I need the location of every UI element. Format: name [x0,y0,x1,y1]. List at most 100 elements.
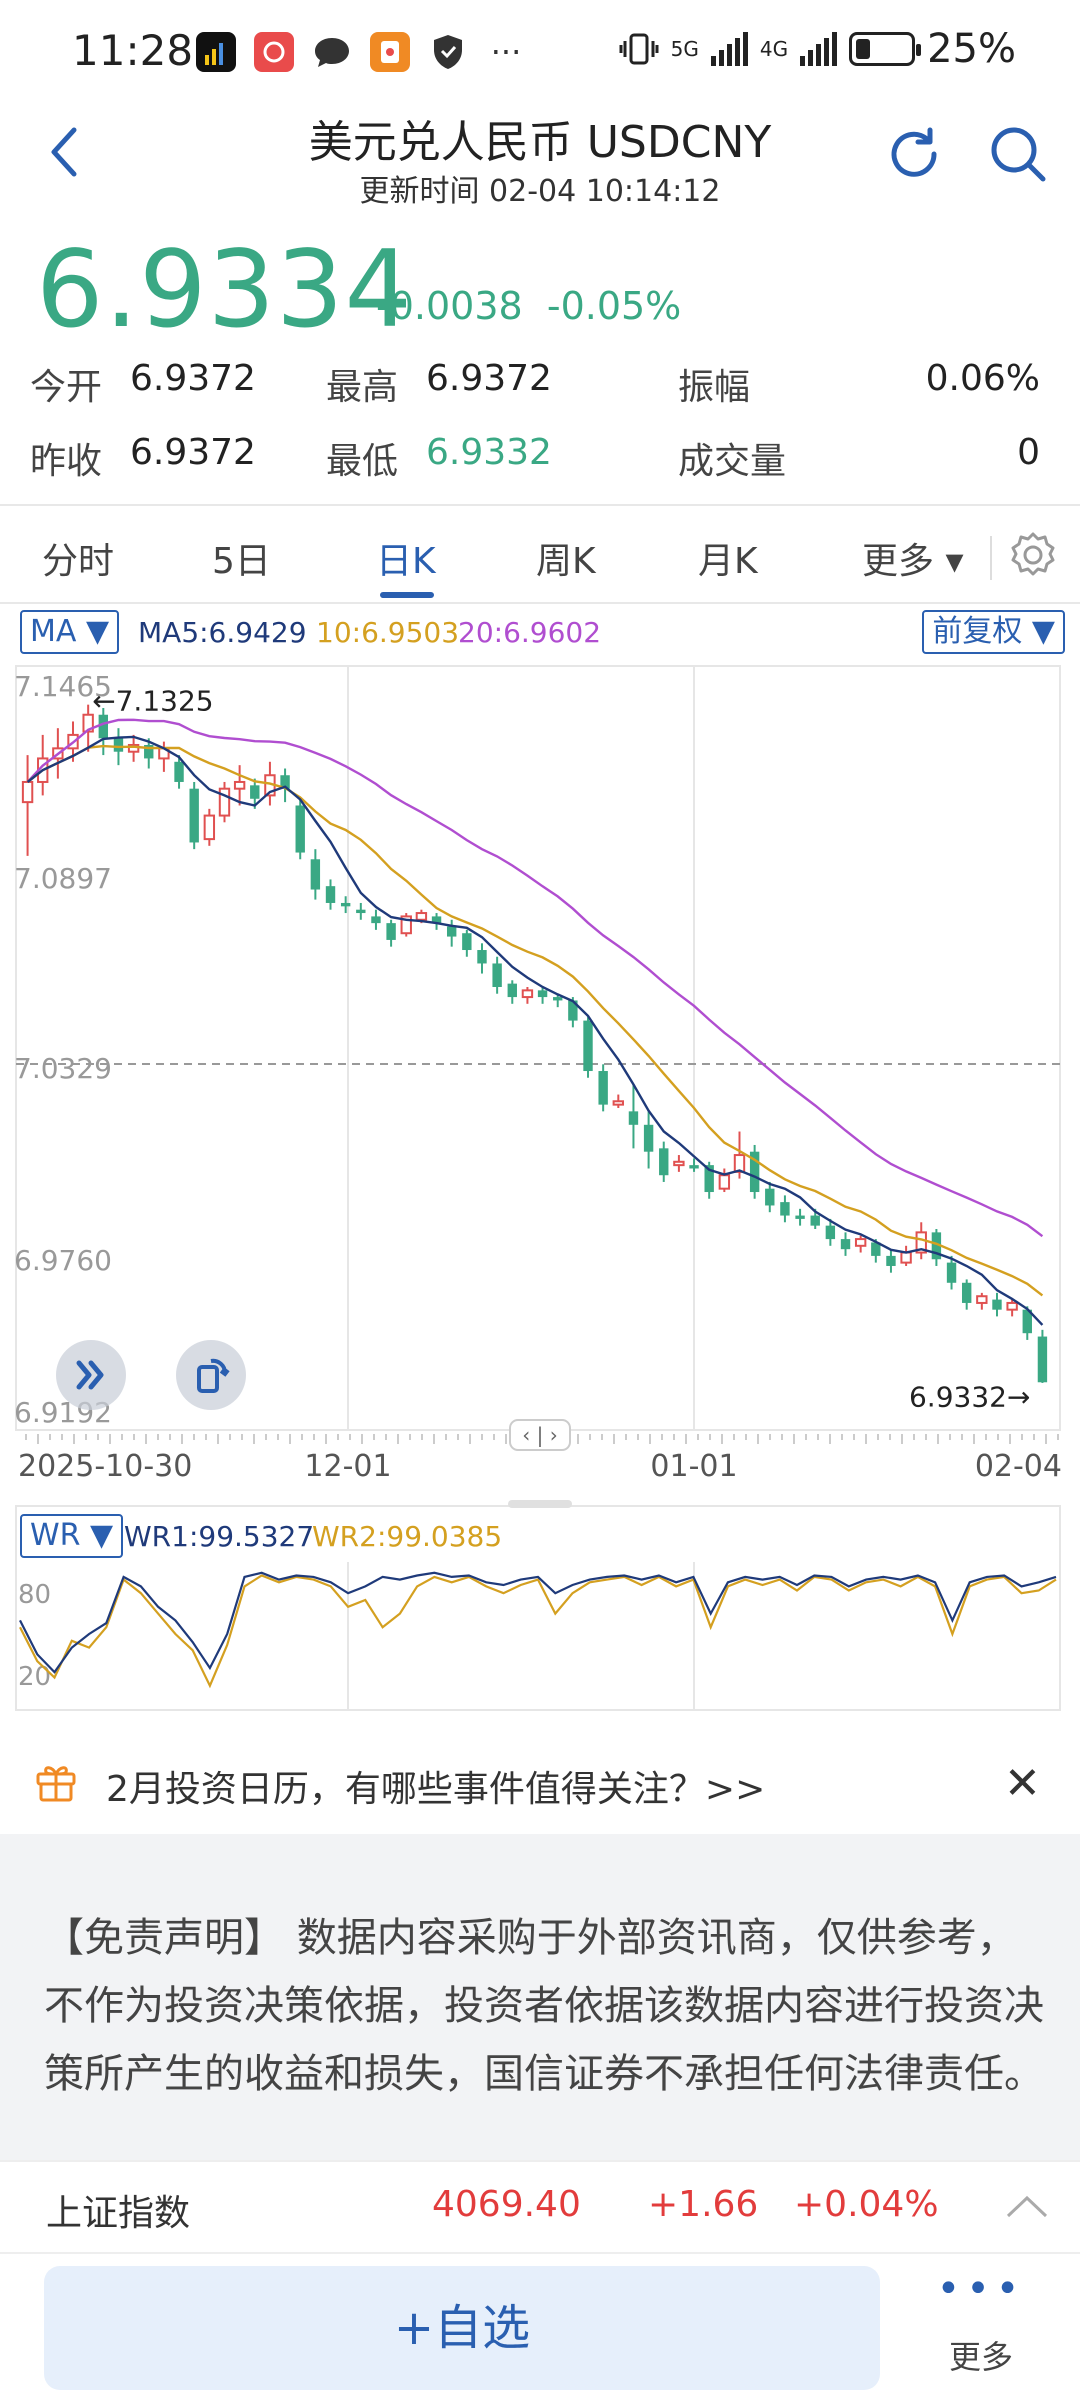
x-tick-label: 02-04 [975,1449,1062,1484]
rotate-screen-button[interactable] [176,1340,246,1410]
search-button[interactable] [986,122,1050,186]
active-tab-indicator [380,592,434,598]
wr2-value: WR2:99.0385 [312,1520,503,1553]
high-value: 6.9372 [426,358,552,399]
chart-settings-button[interactable] [1008,530,1058,580]
kline-chart-area: MA ▼ MA5:6.9429 10:6.9503 20:6.9602 前复权 … [0,604,1080,1714]
back-button[interactable] [40,122,90,182]
chart-scroll-handle-icon: ‹ | › [522,1423,557,1447]
amplitude-label: 振幅 [678,367,751,408]
ma5-value: MA5:6.9429 [138,616,307,649]
price-change: -0.0038 -0.05% [376,284,681,328]
chart-frame [15,665,1061,1431]
candle-body [462,933,472,951]
candle-body [840,1239,851,1250]
tab-weekly-k[interactable]: 周K [536,541,596,582]
wr-level-label: 20 [18,1662,51,1692]
candle-body [780,1202,790,1216]
status-time: 11:28 [72,26,194,75]
index-ticker[interactable]: 上证指数 4069.40 +1.66 +0.04% [0,2160,1080,2252]
refresh-button[interactable] [882,122,946,186]
close-icon[interactable]: ✕ [1004,1758,1041,1809]
notification-icons: ··· [196,32,526,72]
prev-close-value: 6.9372 [130,432,256,473]
disclaimer: 【免责声明】 数据内容采购于外部资讯商，仅供参考，不作为投资决策依据，投资者依据… [0,1834,1080,2160]
adjust-select-button[interactable]: 前复权 ▼ [922,610,1065,654]
update-time: 更新时间 02-04 10:14:12 [359,174,721,209]
system-status: 5G 4G 25% [619,26,1016,72]
max-price-label: ←7.1325 [92,685,213,718]
ma5-line [26,735,1044,1326]
tab-daily-k[interactable]: 日K [376,541,436,582]
candle-body [144,744,154,759]
candle-body [689,1165,699,1169]
tab-monthly-k[interactable]: 月K [698,541,758,582]
candle-body [915,1231,927,1254]
gear-icon [1011,532,1055,576]
index-change: +1.66 [648,2184,759,2225]
candle-body [356,909,366,914]
more-button[interactable]: ••• 更多 [926,2264,1036,2394]
bottom-bar: +自选 ••• 更多 [0,2252,1080,2400]
x-tick-label: 2025-10-30 [18,1449,192,1484]
candle-body [233,780,246,790]
index-value: 4069.40 [432,2184,581,2225]
current-price: 6.9334 [36,228,413,351]
candle-body [340,902,351,907]
wr-level-label: 80 [18,1580,51,1610]
candle-body [174,761,184,782]
last-price-label: 6.9332→ [909,1380,1030,1413]
change-percent: -0.05% [546,284,682,328]
battery-icon [849,32,922,66]
candle-body [886,1255,896,1266]
open-label: 今开 [30,367,103,408]
add-watchlist-button[interactable]: +自选 [44,2266,880,2390]
expand-chart-button[interactable] [56,1340,126,1410]
ma-select-button[interactable]: MA ▼ [20,610,120,654]
signal-5g-label: 5G [670,37,699,61]
candle-body [961,1282,972,1303]
signal-5g-icon [710,32,748,66]
stats-row-2: 昨收 6.9372 最低 6.9332 成交量 0 [30,426,1060,500]
candle-body [749,1151,760,1193]
candle-body [415,912,428,921]
page-title: 美元兑人民币 USDCNY [308,117,772,168]
candle-body [673,1160,685,1167]
promo-banner[interactable]: 2月投资日历，有哪些事件值得关注？>> ✕ [0,1730,1080,1834]
candle-body [1022,1309,1032,1334]
candle-body [583,1020,593,1072]
y-tick-label: 6.9760 [14,1244,112,1277]
chevron-up-icon[interactable] [1004,2192,1050,2220]
quote-stats: 今开 6.9372 最高 6.9372 振幅 0.06% 昨收 6.9372 最… [30,352,1060,500]
candle-body [900,1251,912,1264]
huawei-app-icon [254,32,294,72]
candle-body [795,1215,805,1219]
candle-body [446,926,457,937]
ma20-line [26,718,1044,1238]
candle-body [113,738,124,752]
candle-body [1037,1336,1048,1383]
candle-body [477,950,487,964]
tab-intraday[interactable]: 分时 [42,541,115,582]
candle-body [931,1232,942,1260]
index-name: 上证指数 [46,2193,191,2234]
more-notifications-icon: ··· [490,33,522,71]
shield-icon [428,32,468,72]
candle-body [946,1262,957,1283]
candle-body [250,785,260,799]
wr1-value: WR1:99.5327 [124,1520,315,1553]
candle-body [992,1299,1002,1310]
y-tick-label: 7.1465 [14,670,112,703]
chart-app-icon [196,32,236,72]
tab-more[interactable]: 更多 ▾ [862,541,964,582]
more-dots-icon: ••• [936,2266,1026,2312]
candle-body [400,915,412,935]
candle-body [82,713,94,733]
candle-body [310,859,321,890]
message-icon [312,32,352,72]
kline-chart[interactable]: 7.14657.08977.03296.97606.9192←7.13256.9… [0,604,1080,1714]
wr-select-button[interactable]: WR ▼ [20,1514,124,1558]
x-tick-label: 01-01 [650,1449,737,1484]
ma20-value: 20:6.9602 [458,616,602,649]
tab-5day[interactable]: 5日 [212,541,271,582]
